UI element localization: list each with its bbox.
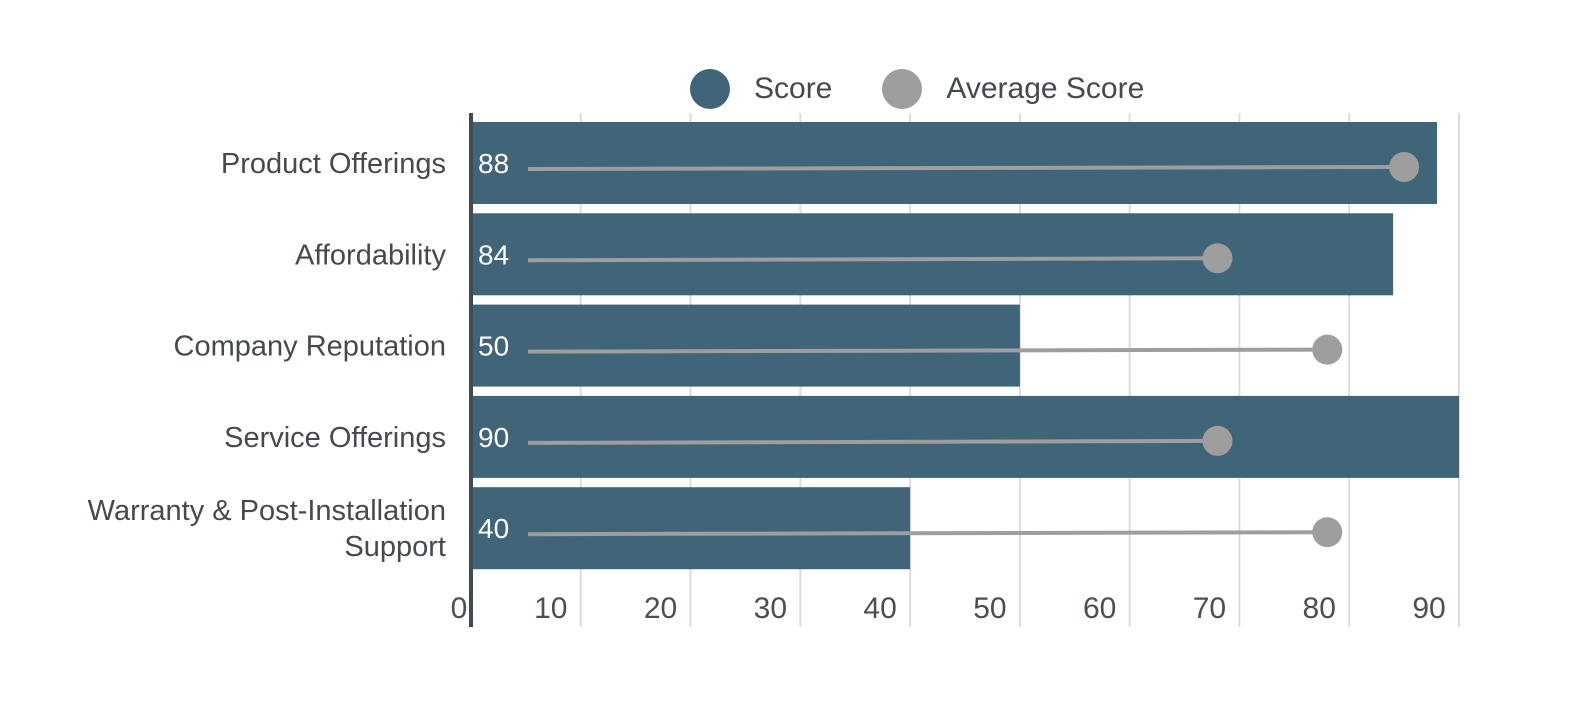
legend-label-average-score: Average Score [946,72,1145,105]
data-label-2: 50 [478,331,509,362]
x-tick-label-30: 30 [754,592,787,625]
legend-label-score: Score [754,72,833,105]
x-tick-label-90: 90 [1412,592,1445,625]
x-tick-label-80: 80 [1303,592,1336,625]
avg-dot-1 [1202,243,1233,274]
avg-stem-2 [527,347,1328,354]
bar-score-4 [471,487,911,570]
x-tick-label-10: 10 [534,592,567,625]
x-tick-label-70: 70 [1193,592,1226,625]
data-label-4: 40 [478,513,509,544]
data-label-3: 90 [478,422,509,453]
bar-score-0 [471,122,1438,204]
x-tick-label-50: 50 [973,592,1006,625]
legend-swatch-average-score [882,69,923,109]
bar-score-3 [471,395,1459,478]
data-label-1: 84 [478,239,509,270]
avg-stem-3 [527,438,1218,445]
x-tick-label-40: 40 [863,592,896,625]
bar-score-1 [471,213,1394,296]
avg-dot-4 [1312,517,1343,548]
avg-stem-0 [527,165,1405,171]
x-tick-label-60: 60 [1083,592,1116,625]
category-label-3: Service Offerings [224,422,446,454]
bar-score-2 [471,304,1020,387]
legend: Score Average Score [690,68,1194,110]
legend-item-average-score[interactable]: Average Score [882,69,1144,109]
avg-dot-2 [1312,334,1343,365]
category-label-2: Company Reputation [174,331,446,363]
avg-stem-1 [527,256,1218,263]
x-tick-label-20: 20 [644,592,677,625]
legend-swatch-score [690,69,730,109]
avg-stem-4 [527,530,1328,537]
avg-dot-0 [1389,152,1420,182]
avg-dot-3 [1202,425,1233,456]
legend-item-score[interactable]: Score [690,69,832,109]
category-label-1: Affordability [295,239,446,271]
data-label-0: 88 [478,148,509,179]
category-label-0: Product Offerings [221,148,446,180]
x-tick-label-0: 0 [451,592,468,625]
category-label-4-line-0: Warranty & Post-Installation [88,495,446,527]
category-label-4-line-1: Support [344,531,446,563]
